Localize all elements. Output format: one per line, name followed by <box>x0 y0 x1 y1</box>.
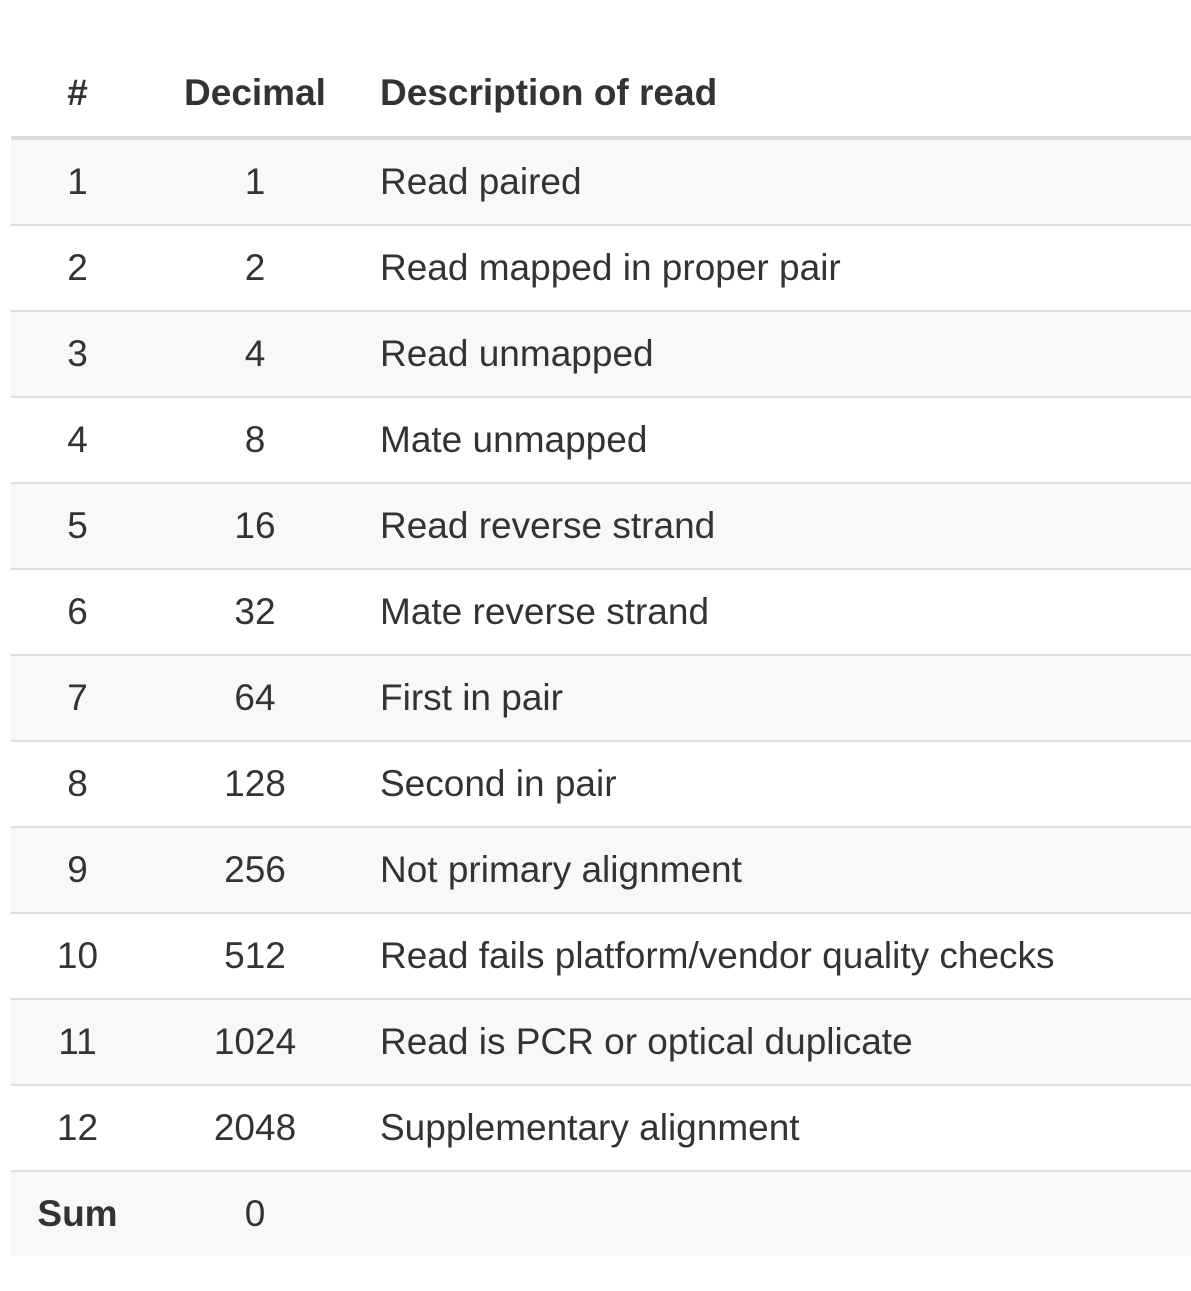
row-description: Not primary alignment <box>366 827 1191 914</box>
row-decimal: 256 <box>144 827 366 914</box>
header-decimal: Decimal <box>144 50 366 140</box>
row-decimal: 1024 <box>144 999 366 1086</box>
row-decimal: 32 <box>144 569 366 656</box>
header-number: # <box>11 50 144 140</box>
sum-label: Sum <box>11 1171 144 1256</box>
row-number: 9 <box>11 827 144 914</box>
table-row: 4 8 Mate unmapped <box>11 397 1191 484</box>
row-description: Supplementary alignment <box>366 1085 1191 1172</box>
row-number: 1 <box>11 138 144 226</box>
row-decimal: 2048 <box>144 1085 366 1172</box>
row-number: 11 <box>11 999 144 1086</box>
row-decimal: 64 <box>144 655 366 742</box>
row-description: Read fails platform/vendor quality check… <box>366 913 1191 1000</box>
table-row: 2 2 Read mapped in proper pair <box>11 225 1191 312</box>
sum-value: 0 <box>144 1171 366 1256</box>
row-number: 3 <box>11 311 144 398</box>
row-number: 2 <box>11 225 144 312</box>
table-row: 6 32 Mate reverse strand <box>11 569 1191 656</box>
row-decimal: 1 <box>144 138 366 226</box>
sam-flag-table: # Decimal Description of read 1 1 Read p… <box>11 50 1191 1256</box>
table-row: 12 2048 Supplementary alignment <box>11 1085 1191 1172</box>
row-number: 10 <box>11 913 144 1000</box>
row-description: Mate reverse strand <box>366 569 1191 656</box>
row-description: Read mapped in proper pair <box>366 225 1191 312</box>
row-decimal: 2 <box>144 225 366 312</box>
header-description: Description of read <box>366 50 1191 140</box>
row-description: Read paired <box>366 138 1191 226</box>
row-decimal: 128 <box>144 741 366 828</box>
row-description: First in pair <box>366 655 1191 742</box>
table-row: 1 1 Read paired <box>11 138 1191 226</box>
table-body: 1 1 Read paired 2 2 Read mapped in prope… <box>11 138 1191 1256</box>
row-decimal: 16 <box>144 483 366 570</box>
row-number: 4 <box>11 397 144 484</box>
header-row: # Decimal Description of read <box>11 50 1191 140</box>
table-row: 8 128 Second in pair <box>11 741 1191 828</box>
row-description: Second in pair <box>366 741 1191 828</box>
sum-row: Sum 0 <box>11 1171 1191 1256</box>
sum-description <box>366 1171 1191 1256</box>
table-row: 5 16 Read reverse strand <box>11 483 1191 570</box>
row-decimal: 512 <box>144 913 366 1000</box>
row-decimal: 4 <box>144 311 366 398</box>
table-row: 9 256 Not primary alignment <box>11 827 1191 914</box>
table-header: # Decimal Description of read <box>11 50 1191 140</box>
table-row: 7 64 First in pair <box>11 655 1191 742</box>
table-row: 3 4 Read unmapped <box>11 311 1191 398</box>
row-decimal: 8 <box>144 397 366 484</box>
row-number: 8 <box>11 741 144 828</box>
row-description: Read unmapped <box>366 311 1191 398</box>
row-description: Read is PCR or optical duplicate <box>366 999 1191 1086</box>
row-number: 12 <box>11 1085 144 1172</box>
table-row: 10 512 Read fails platform/vendor qualit… <box>11 913 1191 1000</box>
row-number: 7 <box>11 655 144 742</box>
row-number: 6 <box>11 569 144 656</box>
row-number: 5 <box>11 483 144 570</box>
table-row: 11 1024 Read is PCR or optical duplicate <box>11 999 1191 1086</box>
row-description: Mate unmapped <box>366 397 1191 484</box>
row-description: Read reverse strand <box>366 483 1191 570</box>
